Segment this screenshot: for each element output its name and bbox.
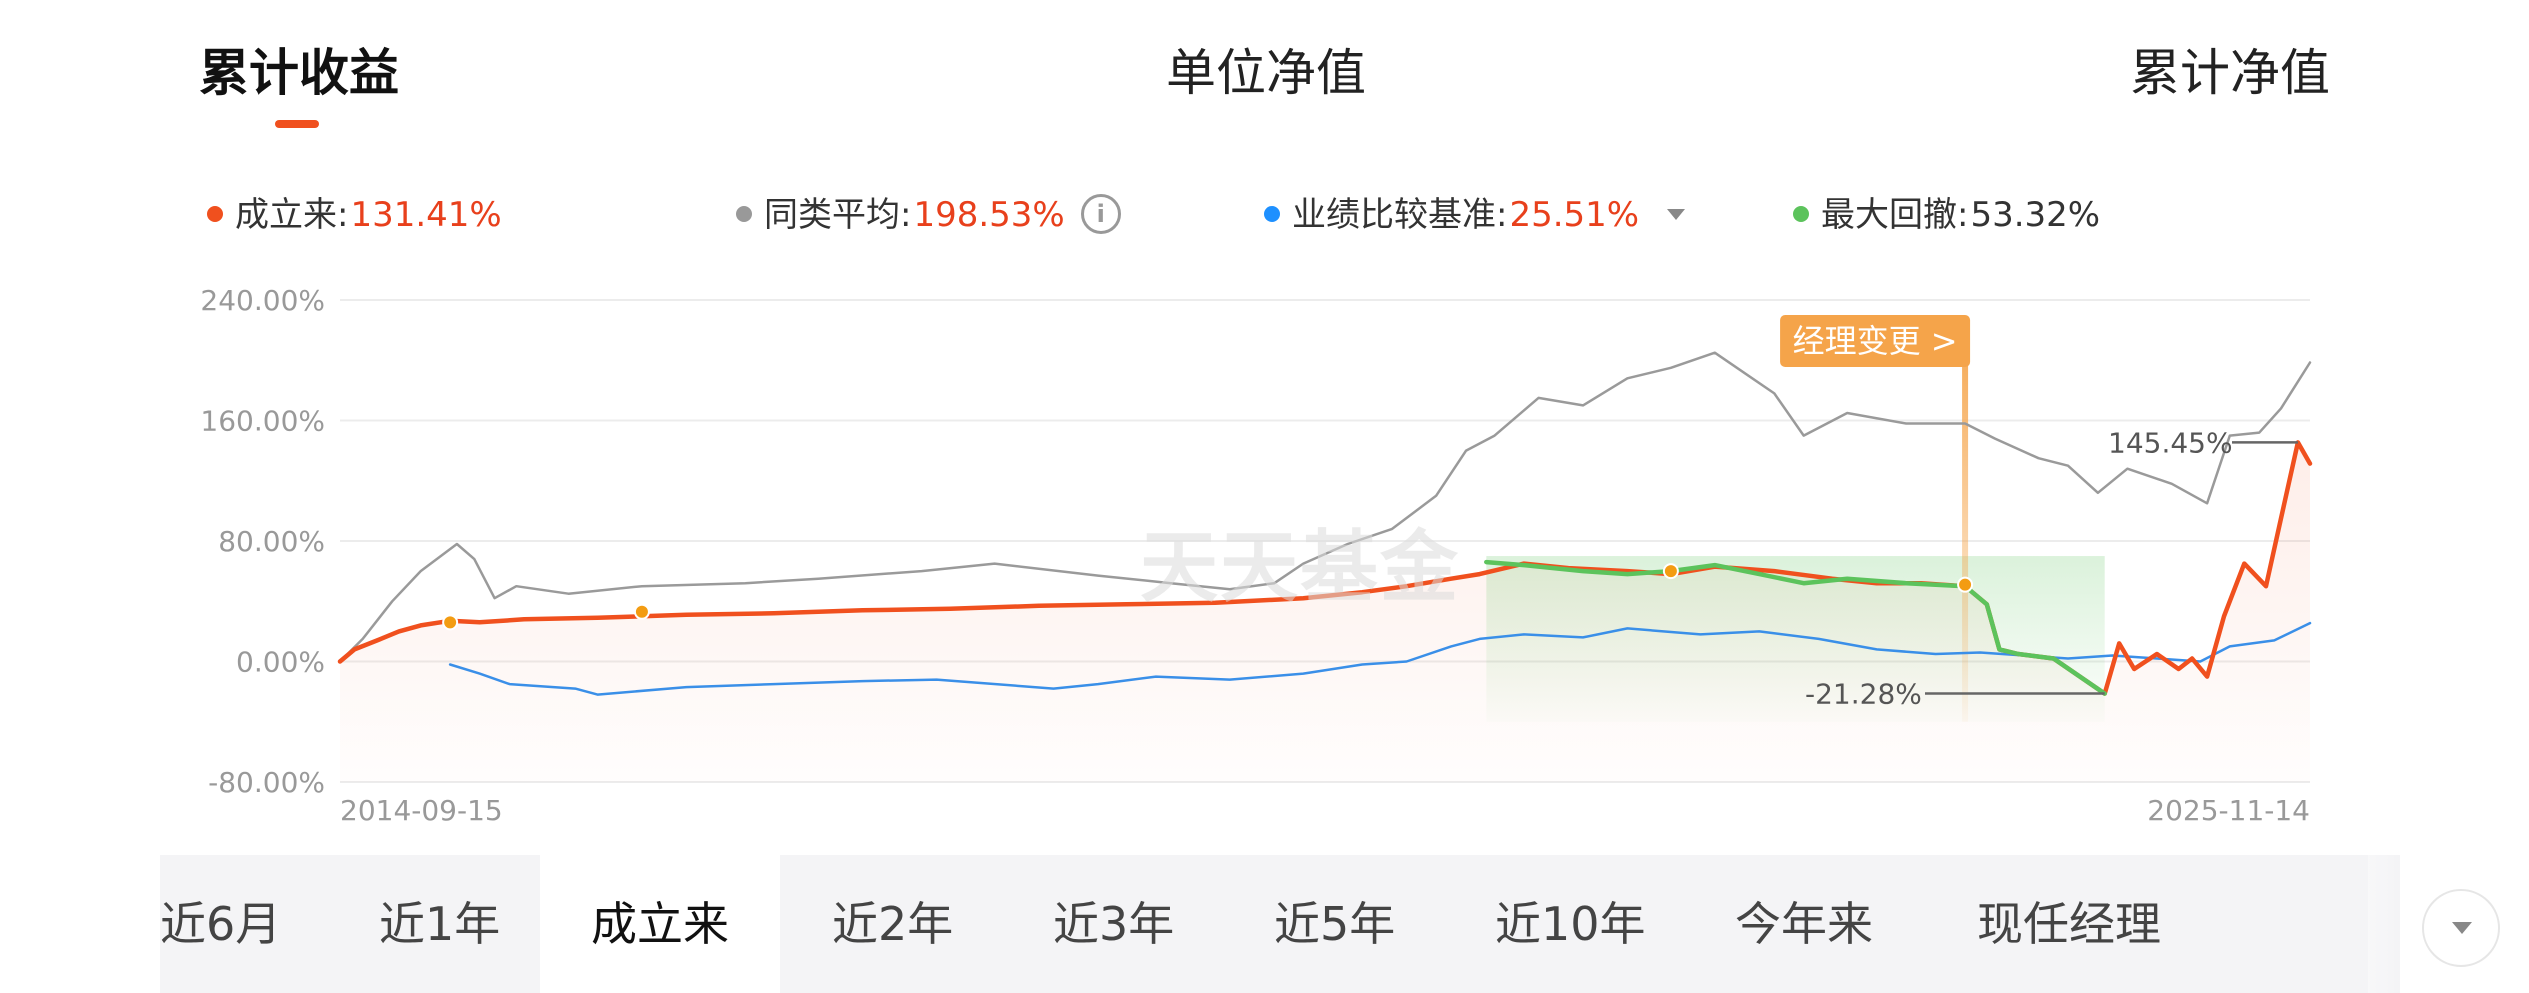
annotation-label: 145.45% [2108,426,2233,459]
active-tab-indicator [275,120,319,128]
x-tick-label: 2014-09-15 [340,794,503,827]
legend-label: 业绩比较基准: [1292,195,1508,235]
manager-change-badge [1780,315,1971,367]
period-5y[interactable]: 近5年 [1274,897,1396,951]
period-2y[interactable]: 近2年 [832,897,954,951]
legend-since-inception: 成立来:131.41% [207,185,502,245]
period-ytd[interactable]: 今年来 [1735,897,1873,951]
y-tick-label: 80.00% [218,525,325,558]
expand-periods-button[interactable] [2422,889,2500,967]
legend-label: 最大回撤: [1821,195,1969,235]
legend-max-drawdown: 最大回撤:53.32% [1793,185,2100,245]
y-tick-label: -80.00% [208,766,325,799]
period-3y[interactable]: 近3年 [1053,897,1175,951]
event-marker [633,603,650,620]
legend-value: 198.53% [913,195,1065,235]
period-1y[interactable]: 近1年 [379,897,501,951]
legend-label: 成立来: [235,195,349,235]
chart-legend: 成立来:131.41% 同类平均:198.53% i 业绩比较基准:25.51% … [0,185,2529,245]
period-6m[interactable]: 近6月 [160,897,282,951]
y-tick-label: 160.00% [200,405,325,438]
legend-value: 53.32% [1970,195,2101,235]
chevron-down-icon [2452,922,2472,934]
manager-change-label: 经理变更 > [1793,322,1958,360]
period-selector: 近6月 近1年 成立来 近2年 近3年 近5年 近10年 今年来 现任经理 [160,855,2500,993]
legend-label: 同类平均: [764,195,912,235]
scroll-fade [2300,855,2400,993]
period-current-manager[interactable]: 现任经理 [1977,897,2161,951]
legend-peer-average: 同类平均:198.53% i [736,185,1121,245]
manager-change-line [1962,355,1969,722]
drawdown-series-line [1484,559,2107,696]
benchmark-series-line [448,621,2312,696]
peer-series-line [338,351,2312,663]
period-10y[interactable]: 近10年 [1495,897,1646,951]
event-marker [1662,563,1679,580]
legend-dot [1264,205,1280,222]
watermark-logo: 天天基金 [1140,523,1461,613]
legend-dot [1793,205,1809,222]
info-icon[interactable]: i [1080,193,1121,234]
period-since-inception[interactable]: 成立来 [540,855,780,993]
chart-type-tabs: 累计收益 单位净值 累计净值 [0,0,2529,140]
y-tick-label: 0.00% [236,646,325,679]
legend-value: 25.51% [1509,195,1640,235]
tab-cumulative-return[interactable]: 累计收益 [199,44,399,102]
tab-unit-nav[interactable]: 单位净值 [1166,44,1366,102]
event-marker [442,614,459,631]
cumulative-return-chart[interactable]: 240.00% 160.00% 80.00% 0.00% -80.00% 2014-09-… [0,270,2529,840]
caret-down-icon[interactable] [1667,209,1686,220]
legend-dot [207,205,223,222]
annotation-label: -21.28% [1805,678,1922,711]
legend-dot [736,205,752,222]
tab-cumulative-nav[interactable]: 累计净值 [2130,44,2330,102]
legend-value: 131.41% [350,195,502,235]
y-tick-label: 240.00% [200,284,325,317]
legend-benchmark[interactable]: 业绩比较基准:25.51% [1264,185,1686,245]
x-tick-label: 2025-11-14 [2147,794,2310,827]
event-marker [1957,576,1974,593]
